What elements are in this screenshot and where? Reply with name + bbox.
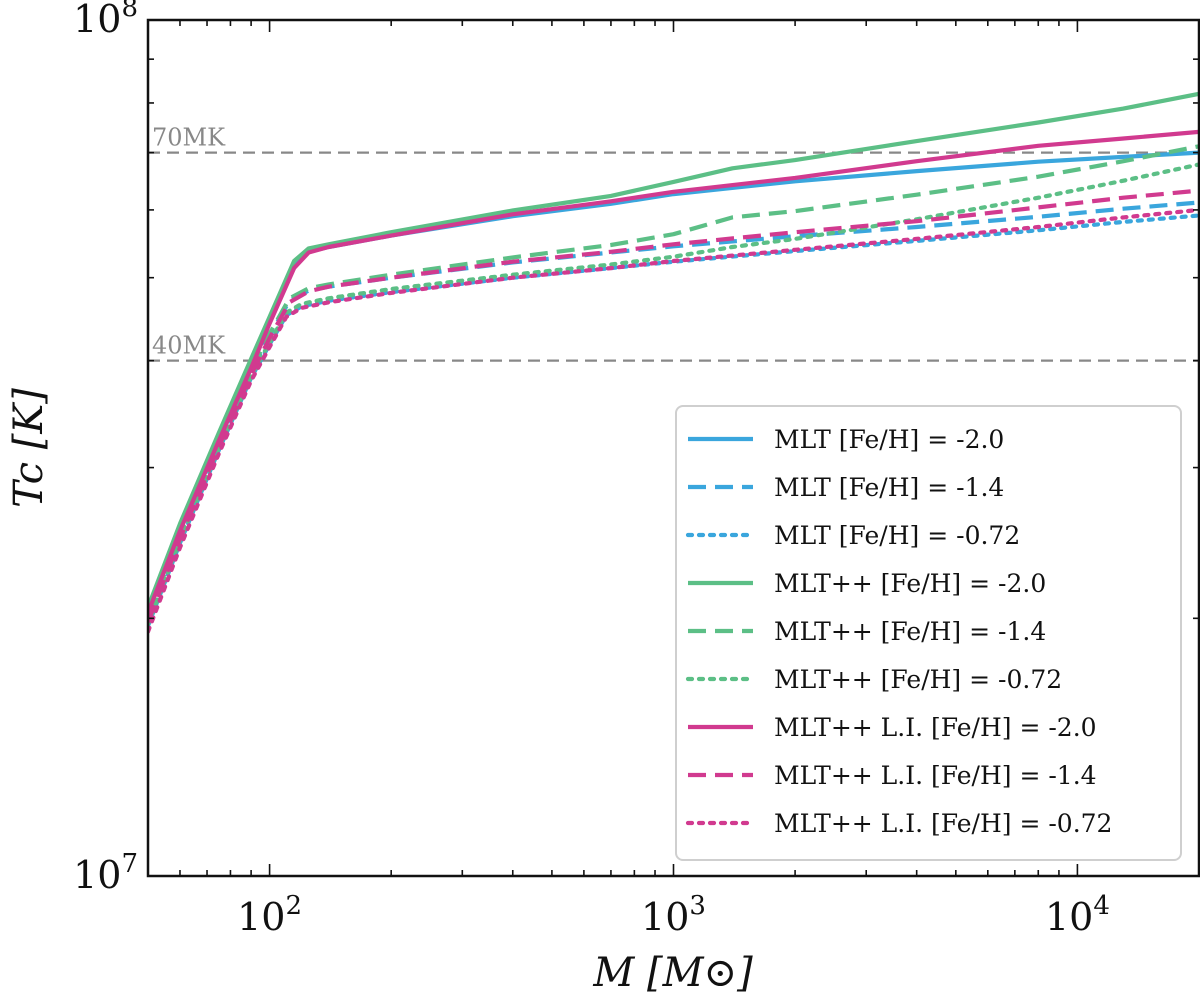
legend-label-8: MLT++ L.I. [Fe/H] = -1.4 (774, 761, 1097, 790)
plot-frame (146, 18, 1200, 878)
legend-label-1: MLT [Fe/H] = -2.0 (774, 425, 1004, 454)
x-tick-label: 102 (237, 891, 302, 939)
legend-box (675, 405, 1182, 861)
y-tick-label: 108 (73, 0, 138, 41)
y-axis-title: Tc [K] (6, 388, 52, 508)
series-line-9 (148, 207, 1199, 634)
legend-label-2: MLT [Fe/H] = -1.4 (774, 473, 1004, 502)
series-layer (148, 91, 1199, 634)
reference-label-40mk: 40MK (152, 332, 226, 360)
x-axis-title: M [M⊙] (592, 950, 753, 996)
series-line-7 (148, 129, 1199, 614)
reference-lines: 70MK 40MK (148, 124, 1199, 362)
legend: MLT [Fe/H] = -2.0 MLT [Fe/H] = -1.4 MLT [F… (675, 405, 1182, 861)
legend-label-3: MLT [Fe/H] = -0.72 (774, 521, 1020, 550)
axis-ticks: 102 103 104 107 108 (73, 0, 1199, 939)
legend-label-5: MLT++ [Fe/H] = -1.4 (774, 617, 1046, 646)
reference-label-70mk: 70MK (152, 124, 226, 152)
x-tick-label: 103 (641, 891, 706, 939)
x-tick-label: 104 (1045, 891, 1110, 939)
legend-label-9: MLT++ L.I. [Fe/H] = -0.72 (774, 809, 1112, 838)
legend-label-7: MLT++ L.I. [Fe/H] = -2.0 (774, 713, 1097, 742)
legend-label-6: MLT++ [Fe/H] = -0.72 (774, 665, 1062, 694)
legend-label-4: MLT++ [Fe/H] = -2.0 (774, 569, 1046, 598)
series-line-4 (148, 91, 1199, 609)
y-tick-label: 107 (73, 849, 138, 897)
